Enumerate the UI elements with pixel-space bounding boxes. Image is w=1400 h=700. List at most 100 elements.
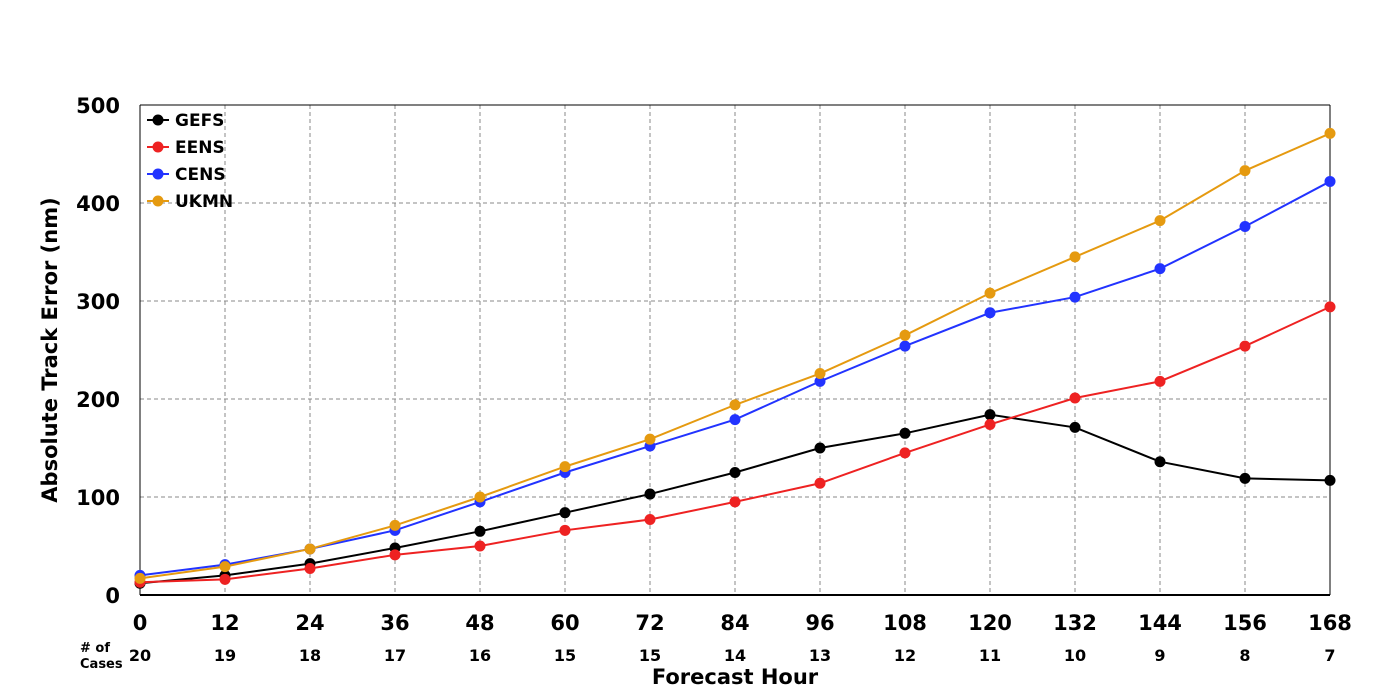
case-count: 20: [129, 646, 151, 665]
x-tick-label: 132: [1053, 611, 1097, 635]
y-tick-label: 400: [76, 192, 120, 216]
case-count: 12: [894, 646, 916, 665]
data-point: [814, 477, 826, 489]
y-tick-label: 200: [76, 388, 120, 412]
data-point: [134, 572, 146, 584]
legend-label: EENS: [175, 138, 225, 158]
x-tick-label: 0: [133, 611, 148, 635]
data-point: [1239, 221, 1251, 233]
cases-row: # of Cases 20 19 18 17 16 15 15 14 13 12 11 10 9 8 7: [80, 641, 1336, 672]
data-point: [984, 409, 996, 421]
case-count: 18: [299, 646, 321, 665]
data-point: [729, 496, 741, 508]
legend-marker: [152, 168, 164, 180]
data-point: [729, 467, 741, 478]
case-count: 19: [214, 646, 236, 665]
data-point: [304, 563, 316, 575]
series-eens: [134, 301, 1336, 588]
case-count: 9: [1154, 646, 1165, 665]
legend-marker: [152, 114, 164, 126]
data-point: [899, 427, 911, 439]
data-point: [1154, 375, 1166, 387]
legend: GEFS EENS CENS UKMN: [147, 111, 233, 212]
data-point: [559, 461, 571, 473]
data-point: [559, 524, 571, 536]
data-point: [219, 561, 231, 573]
data-point: [729, 399, 741, 411]
data-point: [1324, 301, 1336, 313]
case-count: 15: [554, 646, 576, 665]
data-point: [1324, 474, 1336, 486]
x-axis-label: Forecast Hour: [652, 665, 819, 689]
data-point: [1154, 263, 1166, 275]
data-point: [984, 307, 996, 319]
legend-entry-cens: CENS: [147, 165, 226, 185]
data-point: [389, 549, 401, 561]
legend-label: CENS: [175, 165, 226, 185]
data-point: [1154, 456, 1166, 468]
data-point: [1154, 215, 1166, 227]
data-point: [304, 543, 316, 555]
data-point: [899, 340, 911, 352]
x-tick-label: 168: [1308, 611, 1352, 635]
data-point: [474, 540, 486, 552]
y-tick-label: 0: [105, 584, 120, 608]
data-point: [1239, 165, 1251, 177]
data-point: [644, 488, 656, 500]
data-point: [1239, 472, 1251, 484]
data-point: [559, 507, 571, 519]
data-point: [899, 329, 911, 341]
data-point: [474, 491, 486, 503]
x-tick-label: 108: [883, 611, 927, 635]
data-point: [729, 414, 741, 426]
case-count: 13: [809, 646, 831, 665]
data-point: [1069, 421, 1081, 433]
legend-entry-ukmn: UKMN: [147, 192, 233, 212]
data-point: [1069, 251, 1081, 263]
data-point: [899, 447, 911, 459]
case-count: 11: [979, 646, 1001, 665]
data-point: [814, 442, 826, 454]
case-count: 8: [1239, 646, 1250, 665]
case-count: 7: [1324, 646, 1335, 665]
data-point: [814, 375, 826, 387]
data-point: [219, 573, 231, 585]
case-count: 16: [469, 646, 491, 665]
x-tick-label: 48: [465, 611, 494, 635]
legend-entry-gefs: GEFS: [147, 111, 224, 131]
y-tick-label: 500: [76, 94, 120, 118]
x-tick-label: 12: [210, 611, 239, 635]
y-tick-label: 300: [76, 290, 120, 314]
data-point: [1069, 392, 1081, 404]
y-axis-label: Absolute Track Error (nm): [38, 197, 62, 502]
data-point: [644, 433, 656, 445]
data-point: [1324, 175, 1336, 187]
x-tick-label: 96: [805, 611, 834, 635]
x-tick-label: 84: [720, 611, 749, 635]
data-point: [984, 287, 996, 299]
x-tick-label: 72: [635, 611, 664, 635]
case-count: 10: [1064, 646, 1086, 665]
data-point: [474, 525, 486, 537]
case-count: 17: [384, 646, 406, 665]
grid-lines: [140, 105, 1330, 595]
legend-label: UKMN: [175, 192, 233, 212]
y-tick-label: 100: [76, 486, 120, 510]
series-ukmn: [134, 127, 1336, 584]
x-tick-label: 24: [295, 611, 324, 635]
x-tick-label: 144: [1138, 611, 1182, 635]
data-point: [984, 418, 996, 430]
x-tick-label: 120: [968, 611, 1012, 635]
series-lines: [134, 127, 1336, 589]
x-tick-label: 36: [380, 611, 409, 635]
case-count: 15: [639, 646, 661, 665]
cases-label-line1: # of: [80, 641, 110, 656]
legend-label: GEFS: [175, 111, 224, 131]
legend-marker: [152, 141, 164, 153]
legend-marker: [152, 195, 164, 207]
data-point: [1324, 127, 1336, 139]
data-point: [1069, 291, 1081, 303]
cases-label-line2: Cases: [80, 657, 123, 672]
case-count: 14: [724, 646, 746, 665]
